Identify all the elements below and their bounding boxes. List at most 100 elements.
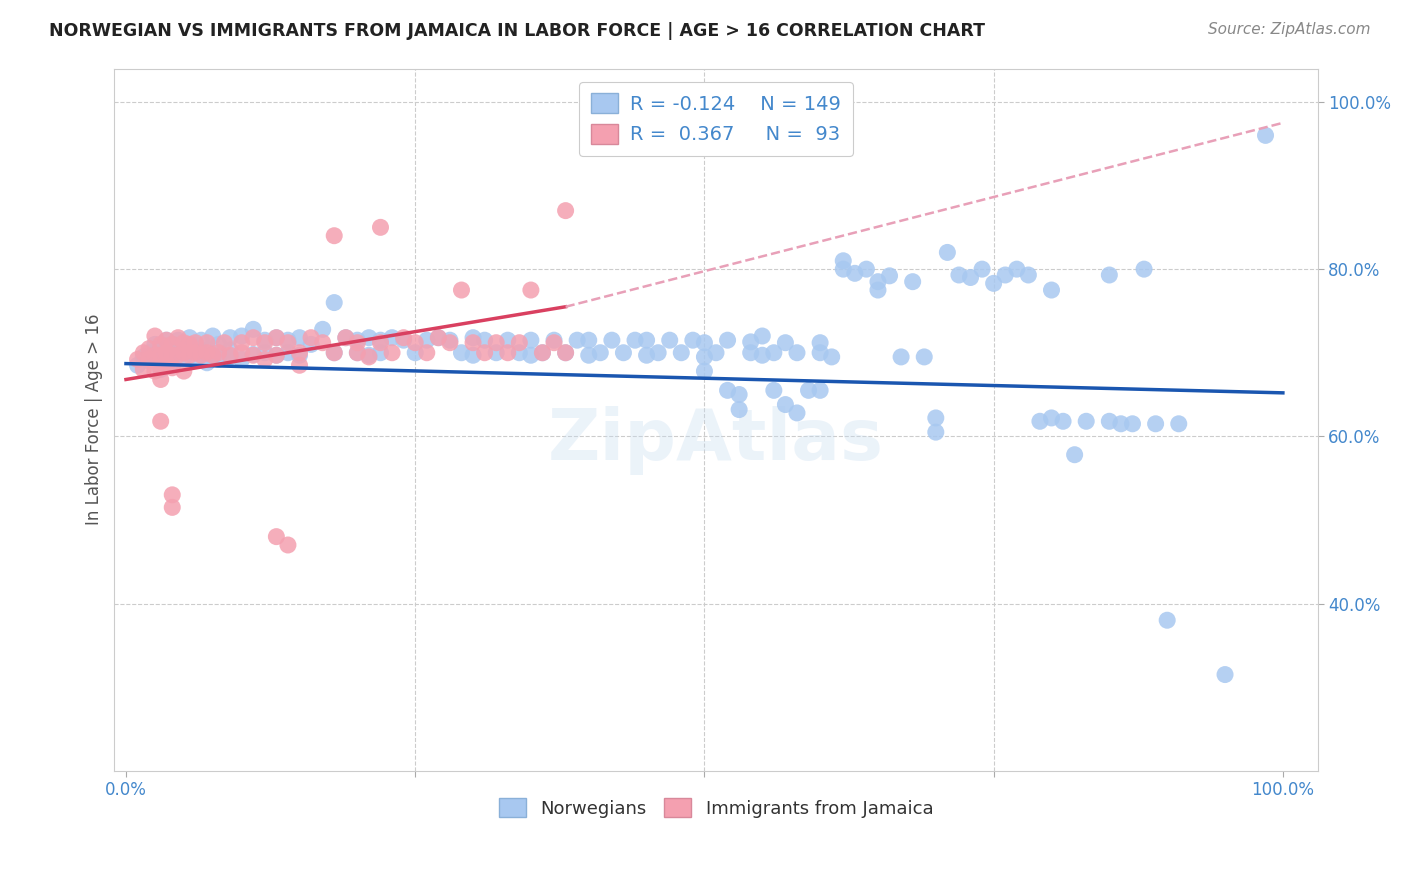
Point [589,345,612,359]
Point [277,335,299,350]
Point [207,345,229,359]
Point [520,348,543,362]
Point [936,245,959,260]
Point [1121,417,1143,431]
Point [531,345,554,359]
Point [149,360,172,375]
Point [162,358,184,372]
Point [127,352,149,367]
Point [578,348,600,362]
Point [578,333,600,347]
Point [485,335,508,350]
Point [693,364,716,378]
Point [179,348,201,362]
Point [201,348,224,362]
Point [201,350,224,364]
Point [508,335,530,350]
Point [346,333,368,347]
Point [288,331,311,345]
Point [786,345,808,359]
Point [879,268,901,283]
Point [485,345,508,359]
Point [832,262,855,277]
Point [959,270,981,285]
Point [155,356,177,370]
Point [370,335,392,350]
Point [132,345,155,359]
Point [277,333,299,347]
Point [554,203,576,218]
Point [693,350,716,364]
Point [716,333,738,347]
Point [143,350,166,364]
Point [1213,667,1236,681]
Point [299,337,322,351]
Point [890,350,912,364]
Point [179,331,201,345]
Point [323,345,346,359]
Point [357,350,380,364]
Point [636,348,658,362]
Point [162,500,184,515]
Point [461,331,484,345]
Point [155,358,177,372]
Text: ZipAtlas: ZipAtlas [548,406,884,475]
Point [149,362,172,376]
Point [925,411,948,425]
Point [728,387,751,401]
Point [716,384,738,398]
Point [994,268,1017,282]
Point [855,262,877,277]
Point [155,333,177,347]
Point [1144,417,1167,431]
Point [1076,414,1098,428]
Point [231,345,253,359]
Point [496,333,519,347]
Point [624,333,647,347]
Point [427,331,450,345]
Point [138,354,160,368]
Point [357,348,380,362]
Point [912,350,935,364]
Point [149,354,172,368]
Point [149,348,172,362]
Point [461,335,484,350]
Point [416,333,439,347]
Point [600,333,623,347]
Point [143,348,166,362]
Point [554,345,576,359]
Point [173,345,195,359]
Point [173,350,195,364]
Point [266,331,288,345]
Point [567,333,589,347]
Point [138,342,160,356]
Point [167,348,190,362]
Point [636,333,658,347]
Point [740,334,762,349]
Point [392,331,415,345]
Point [740,345,762,359]
Point [508,345,530,359]
Point [786,406,808,420]
Point [138,345,160,359]
Point [323,345,346,359]
Point [231,329,253,343]
Point [1109,417,1132,431]
Legend: Norwegians, Immigrants from Jamaica: Norwegians, Immigrants from Jamaica [491,791,941,825]
Point [207,337,229,351]
Point [288,348,311,362]
Point [1133,262,1156,277]
Point [162,337,184,351]
Text: NORWEGIAN VS IMMIGRANTS FROM JAMAICA IN LABOR FORCE | AGE > 16 CORRELATION CHART: NORWEGIAN VS IMMIGRANTS FROM JAMAICA IN … [49,22,986,40]
Point [1005,262,1028,277]
Point [162,488,184,502]
Point [762,384,785,398]
Point [179,337,201,351]
Point [167,333,190,347]
Point [808,384,831,398]
Point [728,402,751,417]
Point [277,345,299,359]
Point [866,283,889,297]
Point [143,329,166,343]
Point [1029,414,1052,428]
